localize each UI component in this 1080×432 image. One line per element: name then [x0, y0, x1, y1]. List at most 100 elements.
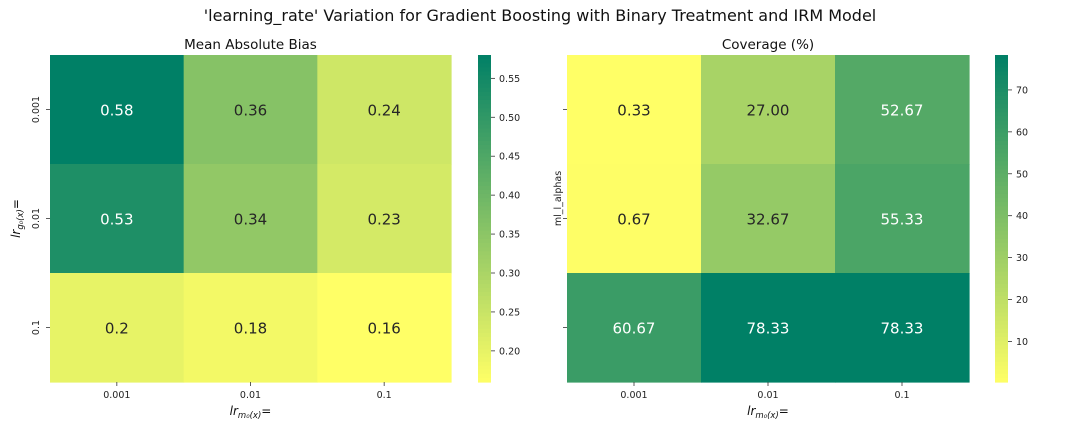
colorbar-segment	[995, 222, 1008, 228]
figure-suptitle: 'learning_rate' Variation for Gradient B…	[203, 6, 877, 25]
colorbar-segment	[995, 328, 1008, 334]
heatmap-cell	[183, 55, 318, 165]
heatmap-cell	[567, 164, 702, 274]
colorbar-segment	[995, 149, 1008, 154]
colorbar-segment	[478, 304, 491, 310]
colorbar-segment	[995, 87, 1008, 93]
colorbar-tick-label: 30	[1016, 253, 1028, 264]
colorbar-segment	[478, 169, 491, 175]
colorbar-segment	[995, 365, 1008, 371]
colorbar-segment	[995, 259, 1008, 265]
colorbar-segment	[478, 369, 491, 375]
colorbar-segment	[478, 128, 491, 134]
colorbar-segment	[478, 67, 491, 72]
colorbar-segment	[478, 316, 491, 322]
colorbar-segment	[995, 369, 1008, 375]
colorbar-segment	[995, 91, 1008, 97]
colorbar-segment	[995, 79, 1008, 85]
colorbar-segment	[478, 83, 491, 89]
colorbar-segment	[995, 193, 1008, 199]
colorbar-segment	[995, 214, 1008, 220]
cell-value-label: 0.16	[367, 320, 400, 338]
colorbar-segment	[995, 189, 1008, 195]
colorbar-tick-label: 50	[1016, 169, 1028, 180]
colorbar-segment	[995, 230, 1008, 236]
colorbar-segment	[995, 75, 1008, 81]
cell-value-label: 60.67	[613, 320, 656, 338]
colorbar-segment	[995, 275, 1008, 281]
colorbar-segment	[995, 353, 1008, 359]
cell-value-label: 78.33	[881, 320, 924, 338]
colorbar: 0.20 0.25 0.30 0.35 0.40 0.45 0.50 0.55	[478, 55, 520, 383]
colorbar-segment	[478, 349, 491, 354]
cell-value-label: 0.58	[100, 102, 133, 120]
colorbar-segment	[478, 189, 491, 195]
colorbar-segment	[478, 116, 491, 121]
cell-value-label: 0.67	[617, 211, 650, 229]
colorbar-segment	[995, 95, 1008, 101]
cell-value-label: 0.24	[367, 102, 400, 120]
colorbar-segment	[995, 144, 1008, 150]
colorbar-segment	[478, 124, 491, 130]
colorbar-segment	[478, 108, 491, 113]
colorbar-segment	[995, 132, 1008, 138]
heatmap-cell	[183, 273, 318, 383]
colorbar-segment	[478, 181, 491, 187]
colorbar-segment	[995, 308, 1008, 314]
y-axis-label: ml_l_alphas	[553, 171, 564, 226]
colorbar-segment	[478, 214, 491, 220]
x-tick-label: 0.001	[103, 390, 130, 401]
heatmap-cell	[835, 164, 970, 274]
colorbar-segment	[478, 136, 491, 142]
colorbar-tick-label: 0.40	[499, 191, 520, 202]
colorbar: 10 20 30 40 50 60 70	[995, 55, 1028, 383]
cell-value-label: 0.33	[617, 102, 650, 120]
colorbar-segment	[478, 161, 491, 166]
colorbar-segment	[478, 157, 491, 162]
colorbar-segment	[478, 271, 491, 277]
colorbar-segment	[995, 177, 1008, 183]
colorbar-segment	[995, 341, 1008, 346]
colorbar-segment	[478, 210, 491, 216]
colorbar-segment	[478, 218, 491, 224]
colorbar-segment	[478, 365, 491, 371]
colorbar-segment	[478, 202, 491, 207]
cell-value-label: 0.53	[100, 211, 133, 229]
colorbar-segment	[995, 136, 1008, 142]
colorbar-segment	[478, 332, 491, 338]
colorbar-segment	[995, 320, 1008, 326]
colorbar-segment	[478, 206, 491, 211]
colorbar-segment	[995, 108, 1008, 113]
x-axis-label: lrm₀(x)=	[747, 404, 789, 421]
colorbar-segment	[995, 112, 1008, 117]
heatmap-panel-2: 0.33 27.00 52.67 0.67 32.67 55.33 60.67 78.33 78…	[553, 37, 1028, 421]
colorbar-segment	[995, 169, 1008, 175]
colorbar-segment	[995, 173, 1008, 179]
colorbar-segment	[995, 140, 1008, 146]
colorbar-segment	[478, 226, 491, 232]
x-tick-label: 0.01	[757, 390, 778, 401]
colorbar-segment	[995, 287, 1008, 293]
colorbar-segment	[478, 120, 491, 126]
colorbar-segment	[478, 165, 491, 171]
heatmap-panel-1: 0.58 0.36 0.24 0.53 0.34 0.23 0.2 0.18 0.16 Mean …	[9, 37, 520, 421]
colorbar-segment	[478, 357, 491, 363]
colorbar-segment	[478, 283, 491, 289]
colorbar-segment	[995, 181, 1008, 187]
cell-value-label: 27.00	[747, 102, 790, 120]
colorbar-segment	[478, 337, 491, 342]
colorbar-segment	[478, 177, 491, 183]
colorbar-segment	[995, 377, 1008, 383]
colorbar-tick-label: 70	[1016, 85, 1028, 96]
colorbar-segment	[478, 247, 491, 252]
colorbar-segment	[995, 312, 1008, 318]
colorbar-segment	[995, 202, 1008, 207]
heatmap-cell	[835, 273, 970, 383]
colorbar-segment	[995, 165, 1008, 171]
heatmap-cell	[567, 273, 702, 383]
colorbar-segment	[478, 373, 491, 379]
colorbar-segment	[995, 63, 1008, 68]
colorbar-segment	[995, 267, 1008, 273]
colorbar-segment	[478, 243, 491, 248]
cell-value-label: 0.2	[105, 320, 129, 338]
